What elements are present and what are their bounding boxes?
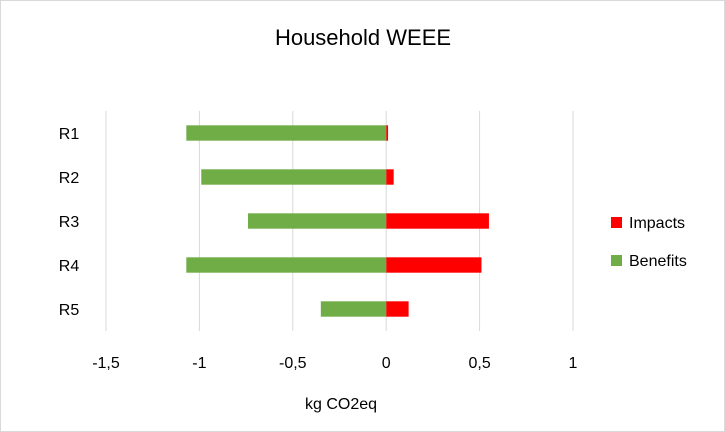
y-tick-label: R4: [59, 258, 80, 275]
chart-title: Household WEEE: [275, 25, 451, 50]
x-tick-labels: -1,5 -1 -0,5 0 0,5 1: [92, 355, 577, 372]
bar-benefits: [186, 125, 387, 141]
x-tick-label: 0,5: [468, 355, 490, 372]
legend-label: Impacts: [629, 215, 685, 232]
bar-benefits: [320, 301, 387, 317]
y-tick-label: R1: [59, 126, 80, 143]
bars: [186, 125, 489, 317]
bar-impacts: [386, 213, 489, 229]
x-tick-label: -0,5: [279, 355, 307, 372]
x-tick-label: 0: [382, 355, 391, 372]
y-tick-labels: R1 R2 R3 R4 R5: [59, 126, 80, 319]
legend-label: Benefits: [629, 253, 687, 270]
bar-benefits: [201, 169, 387, 185]
bar-benefits: [247, 213, 387, 229]
bar-impacts: [386, 257, 482, 273]
y-tick-label: R3: [59, 214, 80, 231]
bar-impacts: [386, 169, 394, 185]
bar-benefits: [186, 257, 387, 273]
y-tick-label: R2: [59, 170, 80, 187]
y-tick-label: R5: [59, 302, 80, 319]
x-tick-label: 1: [569, 355, 578, 372]
legend-swatch-benefits: [611, 255, 622, 266]
legend-swatch-impacts: [611, 217, 622, 228]
legend: Impacts Benefits: [611, 215, 687, 270]
x-tick-label: -1,5: [92, 355, 120, 372]
bar-impacts: [386, 125, 389, 141]
bar-impacts: [386, 301, 409, 317]
x-tick-label: -1: [192, 355, 206, 372]
x-axis-title: kg CO2eq: [305, 396, 377, 413]
